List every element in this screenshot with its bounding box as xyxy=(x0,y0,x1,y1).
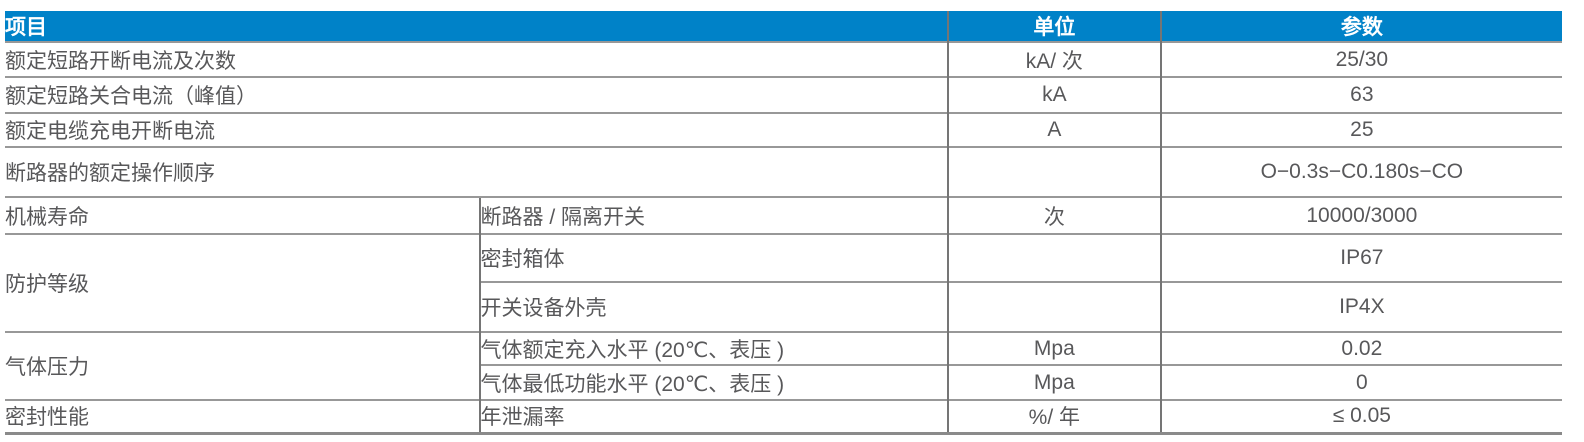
item-cell: 断路器的额定操作顺序 xyxy=(5,146,949,197)
unit-cell: Mpa xyxy=(947,364,1161,400)
header-cell-unit: 单位 xyxy=(947,11,1161,42)
param-cell: IP4X xyxy=(1159,281,1562,332)
specification-table: 项目 单位 参数 额定短路开断电流及次数 kA/ 次 25/30 额定短路关合电… xyxy=(5,11,1562,435)
sub-item-cell: 气体最低功能水平 (20℃、表压 ) xyxy=(478,364,949,400)
unit-cell: A xyxy=(947,112,1161,147)
unit-cell xyxy=(947,233,1161,282)
spec-row: 额定电缆充电开断电流 A 25 xyxy=(5,112,1562,147)
header-cell-param: 参数 xyxy=(1159,11,1562,42)
header-row: 项目 单位 参数 xyxy=(5,11,1562,42)
sub-item-cell: 断路器 / 隔离开关 xyxy=(478,196,949,234)
param-cell: 0 xyxy=(1159,364,1562,400)
item-group-cell: 密封性能 xyxy=(5,399,480,433)
unit-cell: kA/ 次 xyxy=(947,41,1161,77)
unit-cell xyxy=(947,281,1161,332)
sub-item-cell: 密封箱体 xyxy=(478,233,949,282)
item-cell: 额定短路开断电流及次数 xyxy=(5,41,949,77)
unit-cell: kA xyxy=(947,76,1161,113)
item-cell: 额定电缆充电开断电流 xyxy=(5,112,949,147)
spec-row: 气体压力 气体额定充入水平 (20℃、表压 ) Mpa 0.02 xyxy=(5,331,1562,400)
unit-cell xyxy=(947,146,1161,197)
header-cell-item: 项目 xyxy=(5,11,949,42)
param-cell: 63 xyxy=(1159,76,1562,113)
sub-item-cell: 年泄漏率 xyxy=(478,399,949,433)
param-cell: 0.02 xyxy=(1159,331,1562,365)
spec-row: 防护等级 密封箱体 IP67 xyxy=(5,233,1562,332)
param-cell: 25/30 xyxy=(1159,41,1562,77)
spec-row: 密封性能 年泄漏率 %/ 年 ≤ 0.05 xyxy=(5,399,1562,433)
unit-cell: %/ 年 xyxy=(947,399,1161,433)
param-cell: ≤ 0.05 xyxy=(1159,399,1562,433)
param-cell: 25 xyxy=(1159,112,1562,147)
spec-row: 开关设备外壳 IP4X xyxy=(5,281,1562,332)
unit-cell: Mpa xyxy=(947,331,1161,365)
spec-row: 额定短路开断电流及次数 kA/ 次 25/30 xyxy=(5,41,1562,77)
sub-item-cell: 开关设备外壳 xyxy=(478,281,949,332)
spec-row: 断路器的额定操作顺序 O−0.3s−C0.180s−CO xyxy=(5,146,1562,197)
param-cell: O−0.3s−C0.180s−CO xyxy=(1159,146,1562,197)
spec-row: 机械寿命 断路器 / 隔离开关 次 10000/3000 xyxy=(5,196,1562,234)
spec-row: 气体最低功能水平 (20℃、表压 ) Mpa 0 xyxy=(5,364,1562,400)
item-cell: 额定短路关合电流（峰值） xyxy=(5,76,949,113)
spec-row: 额定短路关合电流（峰值） kA 63 xyxy=(5,76,1562,113)
unit-cell: 次 xyxy=(947,196,1161,234)
item-group-cell: 气体压力 xyxy=(5,331,480,400)
item-group-cell: 防护等级 xyxy=(5,233,480,332)
item-group-cell: 机械寿命 xyxy=(5,196,480,234)
param-cell: IP67 xyxy=(1159,233,1562,282)
sub-item-cell: 气体额定充入水平 (20℃、表压 ) xyxy=(478,331,949,365)
param-cell: 10000/3000 xyxy=(1159,196,1562,234)
